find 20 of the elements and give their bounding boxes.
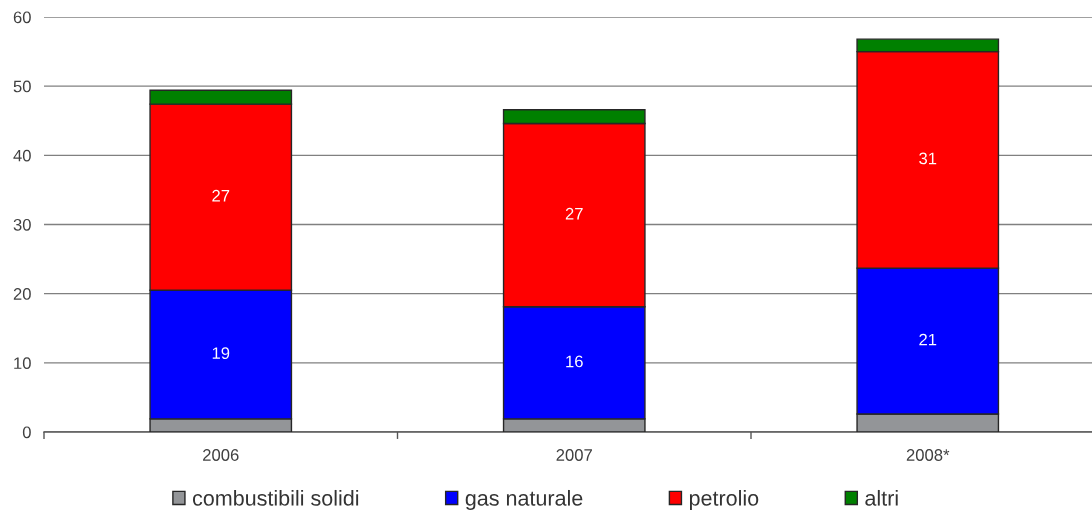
x-tick-label: 2008* — [906, 449, 950, 461]
y-tick-label: 10 — [14, 357, 31, 370]
data-label: 21 — [919, 333, 937, 346]
y-tick-label: 40 — [13, 149, 31, 162]
y-tick-label: 0 — [22, 426, 31, 439]
y-tick-label: 20 — [13, 288, 31, 300]
legend-label: altri — [865, 489, 898, 506]
x-tick-label: 2007 — [556, 449, 592, 461]
data-label: 16 — [566, 355, 583, 368]
legend-label: combustibili solidi — [192, 489, 359, 506]
y-tick-label: 60 — [13, 11, 31, 24]
legend-label: gas naturale — [465, 489, 583, 511]
y-tick-label: 50 — [13, 80, 31, 93]
data-label: 19 — [212, 347, 230, 360]
x-tick-label: 2006 — [203, 449, 239, 461]
legend-label: petrolio — [689, 489, 759, 511]
data-label: 31 — [919, 152, 937, 165]
y-tick-label: 30 — [13, 218, 31, 231]
data-label: 27 — [565, 207, 583, 220]
data-label: 27 — [212, 189, 230, 202]
